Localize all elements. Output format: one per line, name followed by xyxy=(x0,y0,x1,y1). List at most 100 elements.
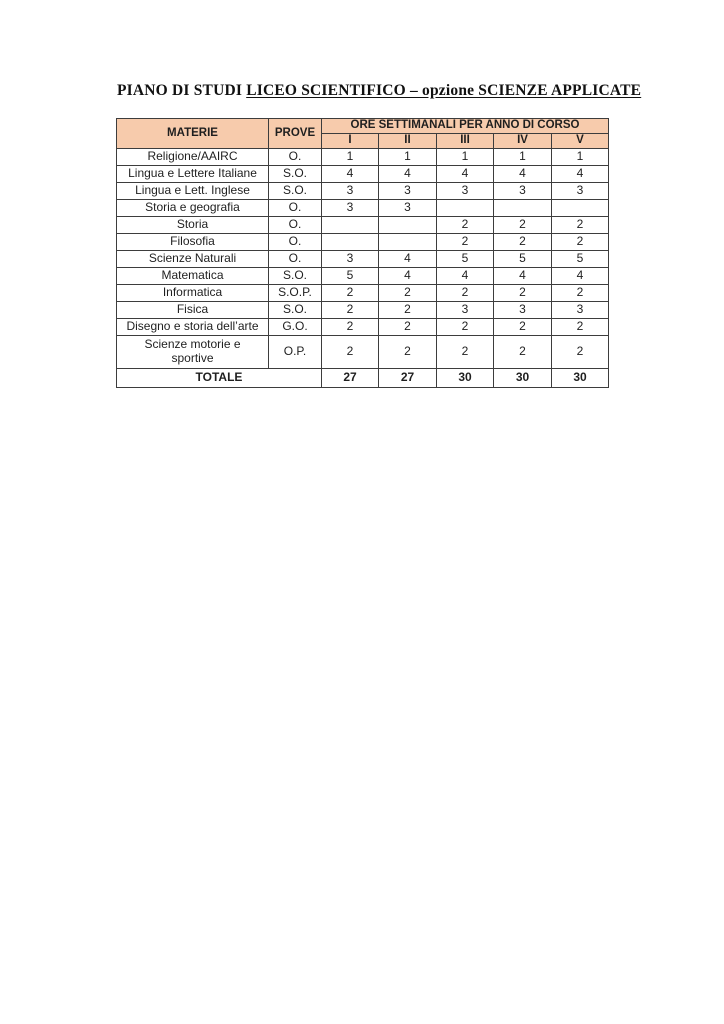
table-row: Religione/AAIRC O. 1 1 1 1 1 xyxy=(116,148,609,166)
subject-cell: Storia e geografia xyxy=(116,199,269,217)
hours-cell: 4 xyxy=(493,267,552,285)
hours-cell: 2 xyxy=(378,335,437,369)
table-row: Filosofia O. 2 2 2 xyxy=(116,233,609,251)
hours-cell: 4 xyxy=(321,165,379,183)
subject-cell: Matematica xyxy=(116,267,269,285)
col-header-year-iv: IV xyxy=(493,133,552,149)
hours-cell: 2 xyxy=(378,284,437,302)
hours-cell xyxy=(321,216,379,234)
prove-cell: S.O.P. xyxy=(268,284,322,302)
prove-cell: O. xyxy=(268,250,322,268)
subject-cell: Religione/AAIRC xyxy=(116,148,269,166)
table-row: Storia e geografia O. 3 3 xyxy=(116,199,609,217)
subject-cell: Informatica xyxy=(116,284,269,302)
hours-cell: 4 xyxy=(378,250,437,268)
table-row: Scienze motorie e sportive O.P. 2 2 2 2 … xyxy=(116,335,609,369)
table-row: Disegno e storia dell’arte G.O. 2 2 2 2 … xyxy=(116,318,609,336)
subject-cell: Scienze Naturali xyxy=(116,250,269,268)
hours-cell: 4 xyxy=(436,165,494,183)
prove-cell: S.O. xyxy=(268,182,322,200)
hours-cell: 4 xyxy=(551,165,609,183)
hours-cell: 2 xyxy=(493,233,552,251)
hours-cell: 3 xyxy=(493,182,552,200)
hours-cell: 2 xyxy=(321,284,379,302)
col-header-year-v: V xyxy=(551,133,609,149)
hours-cell: 4 xyxy=(436,267,494,285)
hours-cell: 3 xyxy=(436,301,494,319)
col-header-prove: PROVE xyxy=(268,118,322,149)
hours-cell: 3 xyxy=(321,199,379,217)
subject-cell: Lingua e Lett. Inglese xyxy=(116,182,269,200)
table-row: Fisica S.O. 2 2 3 3 3 xyxy=(116,301,609,319)
prove-cell: O. xyxy=(268,216,322,234)
hours-cell: 3 xyxy=(493,301,552,319)
table-row: Matematica S.O. 5 4 4 4 4 xyxy=(116,267,609,285)
subject-cell: Disegno e storia dell’arte xyxy=(116,318,269,336)
hours-cell: 3 xyxy=(378,182,437,200)
hours-cell: 2 xyxy=(493,335,552,369)
col-header-ore-settimanali: ORE SETTIMANALI PER ANNO DI CORSO xyxy=(321,118,609,134)
hours-cell: 3 xyxy=(378,199,437,217)
hours-cell: 4 xyxy=(378,165,437,183)
hours-cell: 2 xyxy=(436,284,494,302)
hours-cell: 1 xyxy=(551,148,609,166)
hours-cell: 5 xyxy=(551,250,609,268)
hours-cell: 2 xyxy=(378,301,437,319)
subject-cell: Fisica xyxy=(116,301,269,319)
hours-cell xyxy=(551,199,609,217)
hours-cell: 3 xyxy=(321,182,379,200)
hours-cell: 2 xyxy=(551,233,609,251)
prove-cell: O.P. xyxy=(268,335,322,369)
prove-cell: O. xyxy=(268,199,322,217)
hours-cell: 2 xyxy=(551,284,609,302)
table-row: Lingua e Lettere Italiane S.O. 4 4 4 4 4 xyxy=(116,165,609,183)
table-row: Informatica S.O.P. 2 2 2 2 2 xyxy=(116,284,609,302)
hours-cell: 2 xyxy=(436,335,494,369)
hours-cell: 1 xyxy=(321,148,379,166)
prove-cell: S.O. xyxy=(268,165,322,183)
prove-cell: S.O. xyxy=(268,267,322,285)
title-plain-text: PIANO DI STUDI xyxy=(117,82,247,99)
hours-cell: 5 xyxy=(436,250,494,268)
hours-cell: 3 xyxy=(321,250,379,268)
prove-cell: S.O. xyxy=(268,301,322,319)
hours-cell xyxy=(378,216,437,234)
prove-cell: G.O. xyxy=(268,318,322,336)
hours-cell xyxy=(378,233,437,251)
prove-cell: O. xyxy=(268,233,322,251)
hours-cell: 2 xyxy=(436,216,494,234)
study-plan-table: MATERIE PROVE ORE SETTIMANALI PER ANNO D… xyxy=(116,118,609,388)
hours-cell: 3 xyxy=(436,182,494,200)
hours-cell xyxy=(321,233,379,251)
hours-cell: 2 xyxy=(321,318,379,336)
hours-cell: 2 xyxy=(551,335,609,369)
subject-cell: Scienze motorie e sportive xyxy=(116,335,269,369)
col-header-year-iii: III xyxy=(436,133,494,149)
total-row: TOTALE 27 27 30 30 30 xyxy=(116,368,609,388)
hours-cell xyxy=(493,199,552,217)
hours-cell: 2 xyxy=(551,318,609,336)
hours-cell: 2 xyxy=(436,318,494,336)
hours-cell: 2 xyxy=(493,318,552,336)
hours-cell: 4 xyxy=(493,165,552,183)
hours-cell: 5 xyxy=(321,267,379,285)
col-header-materie: MATERIE xyxy=(116,118,269,149)
hours-cell: 5 xyxy=(493,250,552,268)
table-row: Storia O. 2 2 2 xyxy=(116,216,609,234)
hours-cell: 2 xyxy=(551,216,609,234)
subject-cell: Storia xyxy=(116,216,269,234)
total-hours-cell: 27 xyxy=(321,368,379,388)
table-row: Lingua e Lett. Inglese S.O. 3 3 3 3 3 xyxy=(116,182,609,200)
hours-cell: 3 xyxy=(551,301,609,319)
table-row: Scienze Naturali O. 3 4 5 5 5 xyxy=(116,250,609,268)
total-hours-cell: 30 xyxy=(493,368,552,388)
hours-cell: 2 xyxy=(436,233,494,251)
hours-cell: 2 xyxy=(378,318,437,336)
subject-label: Scienze motorie e sportive xyxy=(144,337,241,365)
total-label-cell: TOTALE xyxy=(116,368,322,388)
hours-cell: 2 xyxy=(321,335,379,369)
hours-cell: 4 xyxy=(378,267,437,285)
total-hours-cell: 30 xyxy=(436,368,494,388)
prove-cell: O. xyxy=(268,148,322,166)
hours-cell: 2 xyxy=(493,284,552,302)
